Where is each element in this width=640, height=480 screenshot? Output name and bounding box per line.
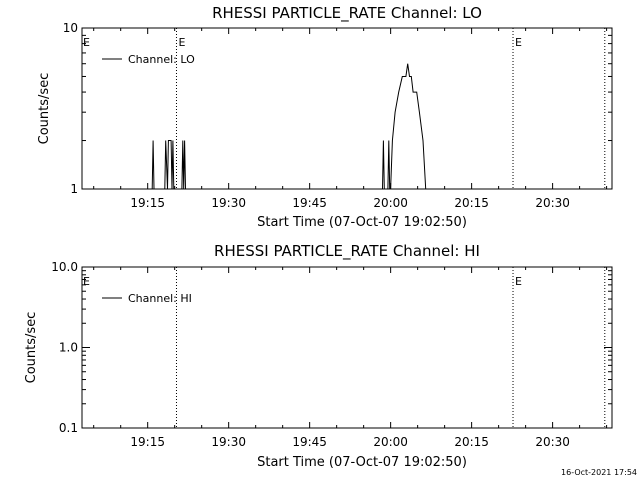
hi-x-tick-label: 19:30 <box>211 435 246 449</box>
lo-series-line <box>151 63 427 190</box>
hi-y-tick-label: 1.0 <box>59 341 78 355</box>
lo-x-tick-label: 20:30 <box>535 196 570 210</box>
lo-x-tick-label: 19:15 <box>130 196 165 210</box>
hi-legend-label: Channel: HI <box>128 292 192 305</box>
lo-y-tick-label: 10 <box>63 21 78 35</box>
hi-edge-label: E <box>83 275 90 288</box>
hi-y-tick-label: 10.0 <box>51 260 78 274</box>
hi-y-tick-label: 0.1 <box>59 421 78 435</box>
lo-x-tick-label: 20:00 <box>373 196 408 210</box>
lo-x-tick-label: 19:45 <box>292 196 327 210</box>
lo-y-tick-label: 1 <box>70 182 78 196</box>
lo-event-marker-label: E <box>515 36 522 49</box>
lo-chart-title: RHESSI PARTICLE_RATE Channel: LO <box>212 4 482 23</box>
hi-x-tick-label: 19:15 <box>130 435 165 449</box>
hi-chart-title: RHESSI PARTICLE_RATE Channel: HI <box>214 242 480 261</box>
lo-x-axis-title: Start Time (07-Oct-07 19:02:50) <box>257 215 467 230</box>
hi-x-tick-label: 20:00 <box>373 435 408 449</box>
hi-x-tick-label: 19:45 <box>292 435 327 449</box>
hi-y-axis-title: Counts/sec <box>24 312 39 384</box>
lo-legend-label: Channel: LO <box>128 53 195 66</box>
lo-x-tick-label: 20:15 <box>454 196 489 210</box>
lo-edge-label: E <box>83 36 90 49</box>
hi-x-tick-label: 20:15 <box>454 435 489 449</box>
lo-x-tick-label: 19:30 <box>211 196 246 210</box>
hi-x-tick-label: 20:30 <box>535 435 570 449</box>
lo-event-marker-label: E <box>178 36 185 49</box>
footer-timestamp: 16-Oct-2021 17:54 <box>561 468 637 477</box>
hi-event-marker-label: E <box>515 275 522 288</box>
hi-x-axis-title: Start Time (07-Oct-07 19:02:50) <box>257 455 467 470</box>
lo-y-axis-title: Counts/sec <box>37 73 52 145</box>
